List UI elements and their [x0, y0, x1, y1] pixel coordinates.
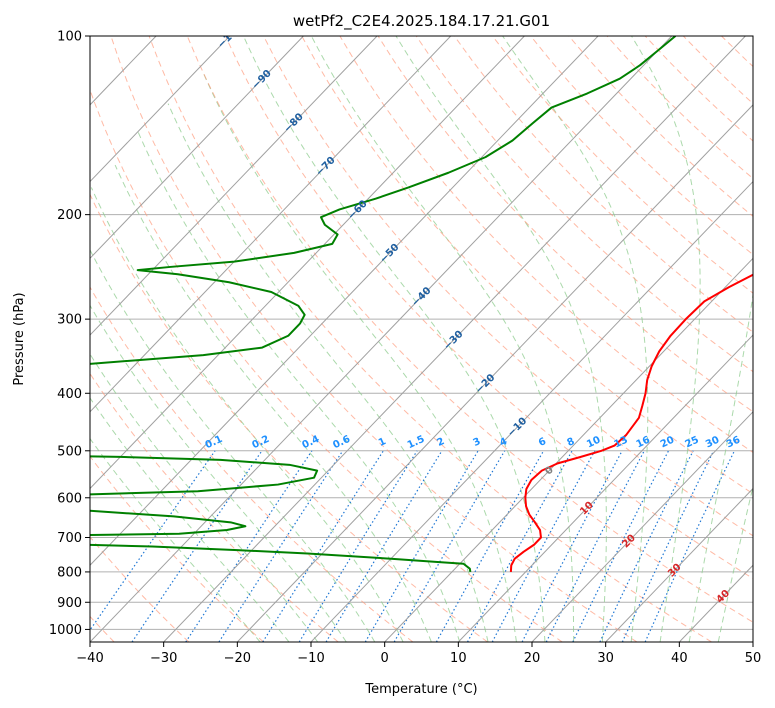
mixing-ratio-label: 3 — [472, 436, 483, 449]
x-tick-label: 20 — [524, 651, 541, 666]
dry-adiabat-line — [148, 36, 712, 642]
moist-adiabat-line — [631, 36, 701, 642]
x-tick-label: −40 — [76, 651, 103, 666]
moist-adiabat-line — [137, 131, 461, 642]
x-tick-label: −30 — [150, 651, 177, 666]
x-tick-label: 10 — [450, 651, 467, 666]
mixing-ratio-line — [599, 450, 694, 642]
mixing-ratio-label: 1 — [377, 436, 388, 449]
isotherm-line — [457, 334, 753, 642]
mixing-ratio-label: 20 — [659, 435, 676, 451]
dry-adiabat-line — [90, 193, 488, 642]
moist-adiabat-line — [90, 353, 319, 642]
y-tick-label: 400 — [57, 387, 82, 402]
y-tick-label: 300 — [57, 313, 82, 328]
dry-adiabat-line — [110, 36, 638, 642]
x-tick-label: 50 — [745, 651, 762, 666]
mixing-ratio-label: 36 — [725, 435, 742, 451]
isotherm-line — [90, 36, 599, 566]
mixing-ratio-label: 2 — [435, 436, 446, 449]
mixing-ratio-lines — [90, 450, 736, 642]
y-axis-ticks: 100 200 300 400 500 600 700 800 900 1000 — [49, 30, 90, 638]
moist-adiabat-line — [243, 36, 546, 642]
mixing-ratio-label: 30 — [704, 435, 721, 451]
moist-adiabat-line — [90, 187, 404, 642]
mixing-ratio-line — [298, 450, 418, 642]
y-tick-label: 700 — [57, 531, 82, 546]
y-tick-label: 200 — [57, 208, 82, 223]
mixing-ratio-line — [466, 450, 573, 642]
moist-adiabat-line — [114, 164, 432, 642]
y-tick-label: 1000 — [49, 623, 82, 638]
isotherm-line — [90, 36, 231, 183]
dry-adiabat-line — [90, 88, 563, 642]
mixing-ratio-label: 13 — [612, 435, 629, 451]
y-tick-label: 600 — [57, 491, 82, 506]
y-tick-label: 100 — [57, 30, 82, 45]
isotherm-line — [605, 487, 753, 642]
dry-adiabat-line — [186, 36, 753, 623]
moist-adiabat-line — [395, 36, 607, 642]
mixing-ratio-label: 6 — [537, 436, 548, 449]
mixing-ratio-line — [325, 450, 443, 642]
temperature-profile-line — [509, 273, 753, 572]
dry-adiabat-line — [492, 36, 753, 294]
isotherm-line — [531, 411, 753, 642]
dry-adiabats — [90, 36, 753, 642]
isotherm-line — [163, 36, 746, 642]
chart-title: wetPf2_C2E4.2025.184.17.21.G01 — [293, 12, 550, 31]
x-tick-label: 0 — [381, 651, 389, 666]
x-tick-label: −10 — [297, 651, 324, 666]
moist-adiabat-line — [717, 484, 753, 642]
isotherm-line — [90, 36, 452, 413]
dry-adiabat-line — [377, 36, 753, 413]
plot-frame — [89, 35, 754, 643]
y-tick-label: 500 — [57, 444, 82, 459]
profile-series — [90, 36, 753, 573]
isotherms — [90, 36, 753, 642]
mixing-ratio-line — [435, 450, 545, 642]
y-axis-label: Pressure (hPa) — [12, 292, 27, 385]
isotherm-line — [384, 257, 753, 642]
moist-adiabat-line — [90, 248, 376, 642]
dry-adiabat-line — [415, 36, 753, 373]
dry-adiabat-line — [90, 455, 264, 642]
dry-adiabat-line — [90, 372, 339, 642]
x-tick-label: −20 — [224, 651, 251, 666]
mixing-ratio-label: 4 — [498, 436, 509, 449]
moist-adiabat-line — [90, 304, 347, 642]
mixing-ratio-label: 16 — [635, 435, 652, 451]
x-tick-label: 40 — [671, 651, 688, 666]
mixing-ratio-label: 10 — [585, 435, 602, 451]
y-tick-label: 800 — [57, 565, 82, 580]
mixing-ratio-line — [185, 450, 313, 642]
mixing-ratio-line — [131, 450, 263, 642]
mixing-ratio-line — [218, 450, 344, 642]
mixing-ratio-label: 8 — [566, 436, 577, 449]
isotherm-line — [236, 104, 753, 642]
mixing-ratio-label: 25 — [684, 435, 701, 451]
moist-adiabats — [90, 36, 753, 642]
dewpoint-profile-line — [90, 36, 677, 573]
x-tick-label: 30 — [597, 651, 614, 666]
isotherm-line — [90, 36, 673, 642]
moist-adiabat-line — [90, 437, 261, 642]
moist-adiabat-line — [502, 36, 649, 642]
mixing-ratio-line — [90, 450, 216, 632]
moist-adiabat-line — [167, 103, 489, 642]
isotherm-line — [90, 36, 304, 260]
mixing-ratio-line — [262, 450, 384, 642]
isotherm-line — [90, 36, 525, 490]
isotherm-line — [310, 180, 753, 642]
moist-adiabat-line — [688, 291, 753, 642]
moist-adiabat-line — [202, 71, 517, 642]
mixing-ratio-line — [572, 450, 670, 642]
moist-adiabat-line — [310, 36, 575, 642]
y-tick-label: 900 — [57, 596, 82, 611]
isotherm-line — [90, 36, 378, 336]
dry-adiabat-line — [453, 36, 753, 333]
x-axis-label: Temperature (°C) — [364, 682, 477, 697]
x-axis-ticks: −40 −30 −20 −10 0 10 20 30 40 50 — [76, 642, 761, 666]
